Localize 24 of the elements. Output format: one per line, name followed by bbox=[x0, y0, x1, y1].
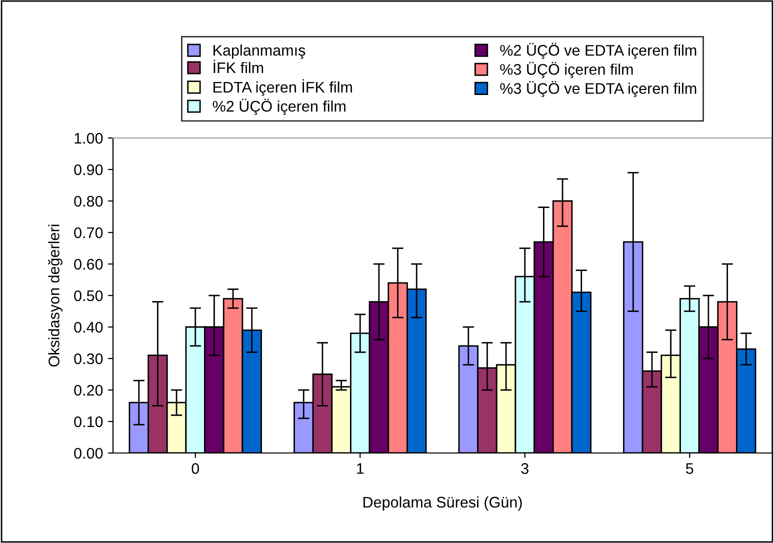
y-tick-label: 0.10 bbox=[74, 416, 103, 428]
y-tick-label: 0.20 bbox=[74, 384, 103, 396]
x-tick-label: 5 bbox=[686, 463, 694, 474]
x-tick-label: 0 bbox=[192, 463, 200, 474]
y-tick-label: 0.70 bbox=[74, 227, 103, 238]
y-tick-label: 0.30 bbox=[74, 353, 103, 364]
y-tick-label: 0.60 bbox=[74, 258, 103, 270]
legend-label: %2 ÜÇÖ içeren film bbox=[212, 98, 346, 115]
legend-label: %2 ÜÇÖ ve EDTA içeren film bbox=[500, 42, 696, 59]
y-tick-label: 1.00 bbox=[74, 132, 103, 144]
x-axis-title: Depolama Süresi (Gün) bbox=[364, 496, 522, 511]
y-tick-label: 0.90 bbox=[74, 164, 103, 176]
y-tick-label: 0.40 bbox=[74, 322, 103, 333]
y-axis-title: Oksidasyon değerleri bbox=[48, 224, 62, 367]
y-tick-label: 0.00 bbox=[74, 448, 103, 459]
legend-label: EDTA içeren İFK film bbox=[214, 79, 352, 96]
y-tick-label: 0.80 bbox=[74, 196, 103, 207]
legend-label: %3 ÜÇÖ içeren film bbox=[500, 62, 633, 78]
y-tick-label: 0.50 bbox=[74, 290, 103, 302]
legend-label: İFK film bbox=[214, 60, 264, 74]
legend-label: Kaplanmamış bbox=[214, 44, 306, 59]
legend-label: %3 ÜÇÖ ve EDTA içeren film bbox=[500, 80, 696, 97]
x-tick-label: 1 bbox=[357, 463, 364, 474]
x-tick-label: 3 bbox=[521, 463, 528, 474]
